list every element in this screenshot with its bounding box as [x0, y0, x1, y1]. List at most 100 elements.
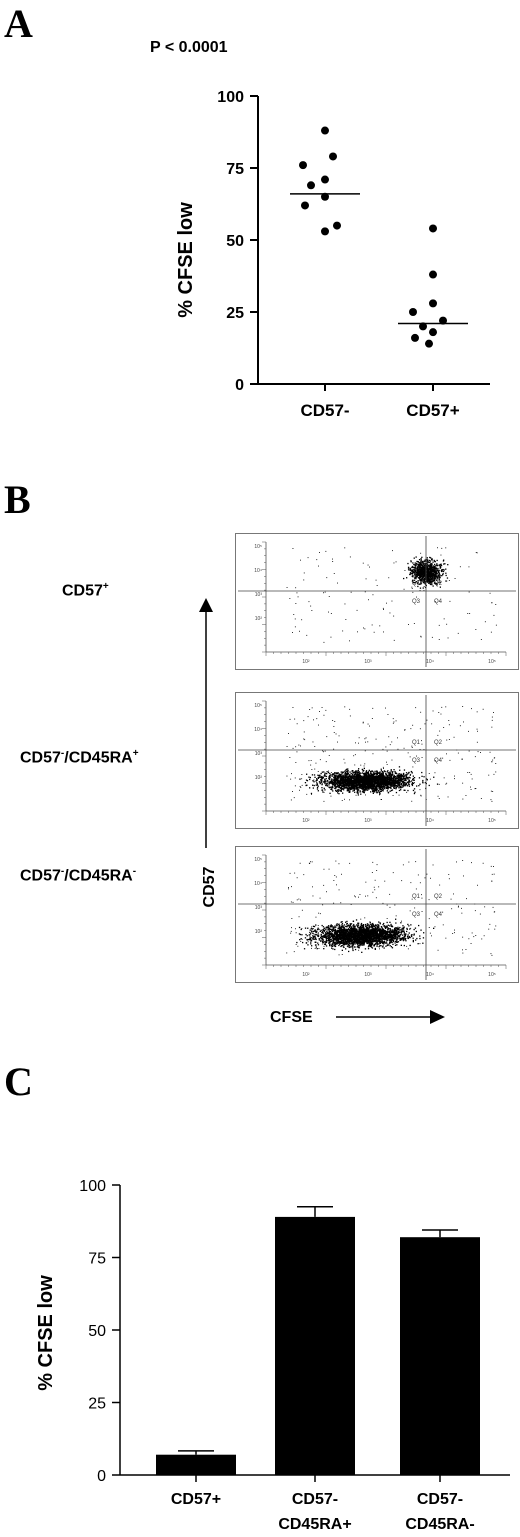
- flow-event-dot: [405, 779, 407, 782]
- flow-event-dot: [393, 769, 395, 771]
- flow-event-dot: [363, 776, 365, 779]
- flow-event-dot: [331, 783, 333, 785]
- flow-event-dot: [384, 781, 386, 783]
- flow-event-dot: [342, 772, 344, 774]
- flow-event-dot: [306, 784, 308, 786]
- flow-event-dot: [292, 548, 294, 549]
- flow-event-dot: [371, 718, 373, 719]
- panel-label-b: B: [4, 477, 31, 522]
- flow-event-dot: [371, 770, 373, 772]
- flow-event-dot: [295, 587, 297, 589]
- flow-event-dot: [467, 613, 469, 614]
- flow-event-dot: [413, 568, 415, 571]
- flow-event-dot: [380, 786, 382, 789]
- flow-event-dot: [423, 569, 425, 571]
- flow-event-dot: [358, 778, 360, 781]
- flow-event-dot: [364, 778, 366, 780]
- flow-event-dot: [315, 930, 317, 932]
- flow-event-dot: [329, 787, 331, 789]
- flow-event-dot: [380, 781, 382, 784]
- flow-event-dot: [365, 775, 367, 777]
- flow-event-dot: [358, 945, 360, 947]
- flow-event-dot: [323, 948, 325, 950]
- flow-event-dot: [329, 780, 331, 783]
- flow-event-dot: [384, 782, 386, 784]
- flow-event-dot: [394, 770, 396, 773]
- flow-event-dot: [384, 782, 387, 784]
- flow-event-dot: [354, 791, 356, 793]
- flow-event-dot: [371, 773, 373, 776]
- flow-x-tick-label: 10³: [364, 972, 372, 978]
- flow-event-dot: [411, 586, 413, 588]
- flow-event-dot: [474, 788, 476, 790]
- flow-event-dot: [357, 786, 359, 788]
- flow-event-dot: [336, 925, 338, 927]
- flow-event-dot: [337, 777, 340, 779]
- flow-event-dot: [340, 921, 342, 923]
- flow-event-dot: [353, 774, 355, 777]
- flow-event-dot: [368, 783, 370, 785]
- flow-event-dot: [437, 567, 439, 570]
- flow-event-dot: [354, 788, 356, 790]
- flow-event-dot: [442, 574, 444, 576]
- flow-event-dot: [421, 572, 424, 575]
- flow-event-dot: [376, 785, 378, 787]
- flow-event-dot: [387, 772, 389, 774]
- flow-event-dot: [442, 757, 444, 759]
- flow-event-dot: [495, 763, 497, 764]
- flow-event-dot: [437, 571, 440, 573]
- flow-event-dot: [346, 780, 349, 782]
- flow-event-dot: [348, 791, 350, 793]
- flow-event-dot: [418, 563, 420, 565]
- flow-event-dot: [330, 786, 332, 788]
- flow-event-dot: [350, 772, 352, 775]
- flow-event-dot: [376, 779, 378, 781]
- flow-event-dot: [432, 570, 434, 573]
- flow-event-dot: [379, 773, 381, 775]
- flow-event-dot: [384, 788, 386, 790]
- flow-event-dot: [389, 780, 391, 782]
- flow-event-dot: [416, 575, 418, 577]
- flow-event-dot: [411, 575, 413, 577]
- flow-event-dot: [397, 779, 400, 782]
- flow-event-dot: [420, 567, 422, 569]
- flow-event-dot: [438, 573, 440, 575]
- flow-event-dot: [424, 578, 427, 580]
- flow-event-dot: [380, 775, 382, 778]
- flow-event-dot: [393, 785, 395, 788]
- flow-event-dot: [405, 772, 408, 774]
- flow-event-dot: [420, 573, 422, 575]
- flow-event-dot: [331, 774, 333, 776]
- flow-event-dot: [330, 780, 333, 782]
- flow-event-dot: [368, 788, 370, 790]
- flow-event-dot: [426, 564, 428, 566]
- flow-event-dot: [391, 774, 393, 776]
- flow-event-dot: [401, 780, 403, 782]
- flow-event-dot: [477, 751, 479, 753]
- flow-event-dot: [362, 722, 364, 724]
- flow-event-dot: [381, 779, 384, 781]
- flow-event-dot: [370, 791, 372, 793]
- flow-event-dot: [308, 760, 310, 762]
- flow-event-dot: [434, 577, 437, 579]
- flow-event-dot: [407, 562, 409, 565]
- flow-event-dot: [442, 560, 445, 562]
- flow-event-dot: [461, 758, 463, 760]
- flow-event-dot: [427, 580, 429, 582]
- flow-event-dot: [408, 772, 410, 774]
- flow-event-dot: [330, 772, 332, 773]
- flow-event-dot: [349, 787, 351, 789]
- flow-event-dot: [325, 709, 327, 711]
- flow-event-dot: [387, 784, 389, 786]
- flow-event-dot: [375, 772, 377, 774]
- flow-event-dot: [429, 568, 432, 570]
- flow-event-dot: [335, 773, 338, 775]
- flow-event-dot: [398, 789, 401, 792]
- flow-event-dot: [495, 771, 497, 773]
- flow-x-tick-label: 10³: [364, 818, 372, 824]
- flow-event-dot: [365, 788, 367, 790]
- flow-event-dot: [431, 723, 433, 725]
- flow-event-dot: [370, 925, 373, 927]
- flow-event-dot: [351, 785, 353, 787]
